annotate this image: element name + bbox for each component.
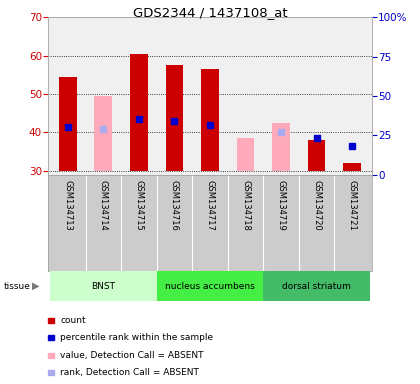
Bar (236, 138, 255, 171)
Bar (201, 69, 219, 171)
Text: GSM134721: GSM134721 (348, 180, 357, 230)
Text: GSM134717: GSM134717 (205, 180, 215, 230)
Text: BNST: BNST (92, 281, 116, 291)
Bar (59, 77, 77, 171)
Text: GSM134715: GSM134715 (134, 180, 143, 230)
Text: tissue: tissue (4, 281, 31, 291)
Text: GSM134714: GSM134714 (99, 180, 108, 230)
Text: GSM134720: GSM134720 (312, 180, 321, 230)
Text: GSM134719: GSM134719 (277, 180, 286, 230)
Bar (130, 54, 148, 171)
Text: GSM134716: GSM134716 (170, 180, 179, 230)
Text: percentile rank within the sample: percentile rank within the sample (60, 333, 213, 343)
Text: dorsal striatum: dorsal striatum (282, 281, 351, 291)
Bar (272, 123, 290, 171)
Bar (263, 271, 370, 301)
Bar (308, 140, 326, 171)
Text: GSM134713: GSM134713 (63, 180, 72, 230)
Text: nucleus accumbens: nucleus accumbens (165, 281, 255, 291)
Bar (343, 163, 361, 171)
Text: ▶: ▶ (32, 281, 39, 291)
Bar (50, 271, 157, 301)
Bar (157, 271, 263, 301)
Text: count: count (60, 316, 86, 325)
Text: value, Detection Call = ABSENT: value, Detection Call = ABSENT (60, 351, 204, 360)
Text: rank, Detection Call = ABSENT: rank, Detection Call = ABSENT (60, 368, 199, 377)
Text: GSM134718: GSM134718 (241, 180, 250, 230)
Bar (165, 65, 184, 171)
Text: GDS2344 / 1437108_at: GDS2344 / 1437108_at (133, 6, 287, 19)
Bar (94, 96, 112, 171)
